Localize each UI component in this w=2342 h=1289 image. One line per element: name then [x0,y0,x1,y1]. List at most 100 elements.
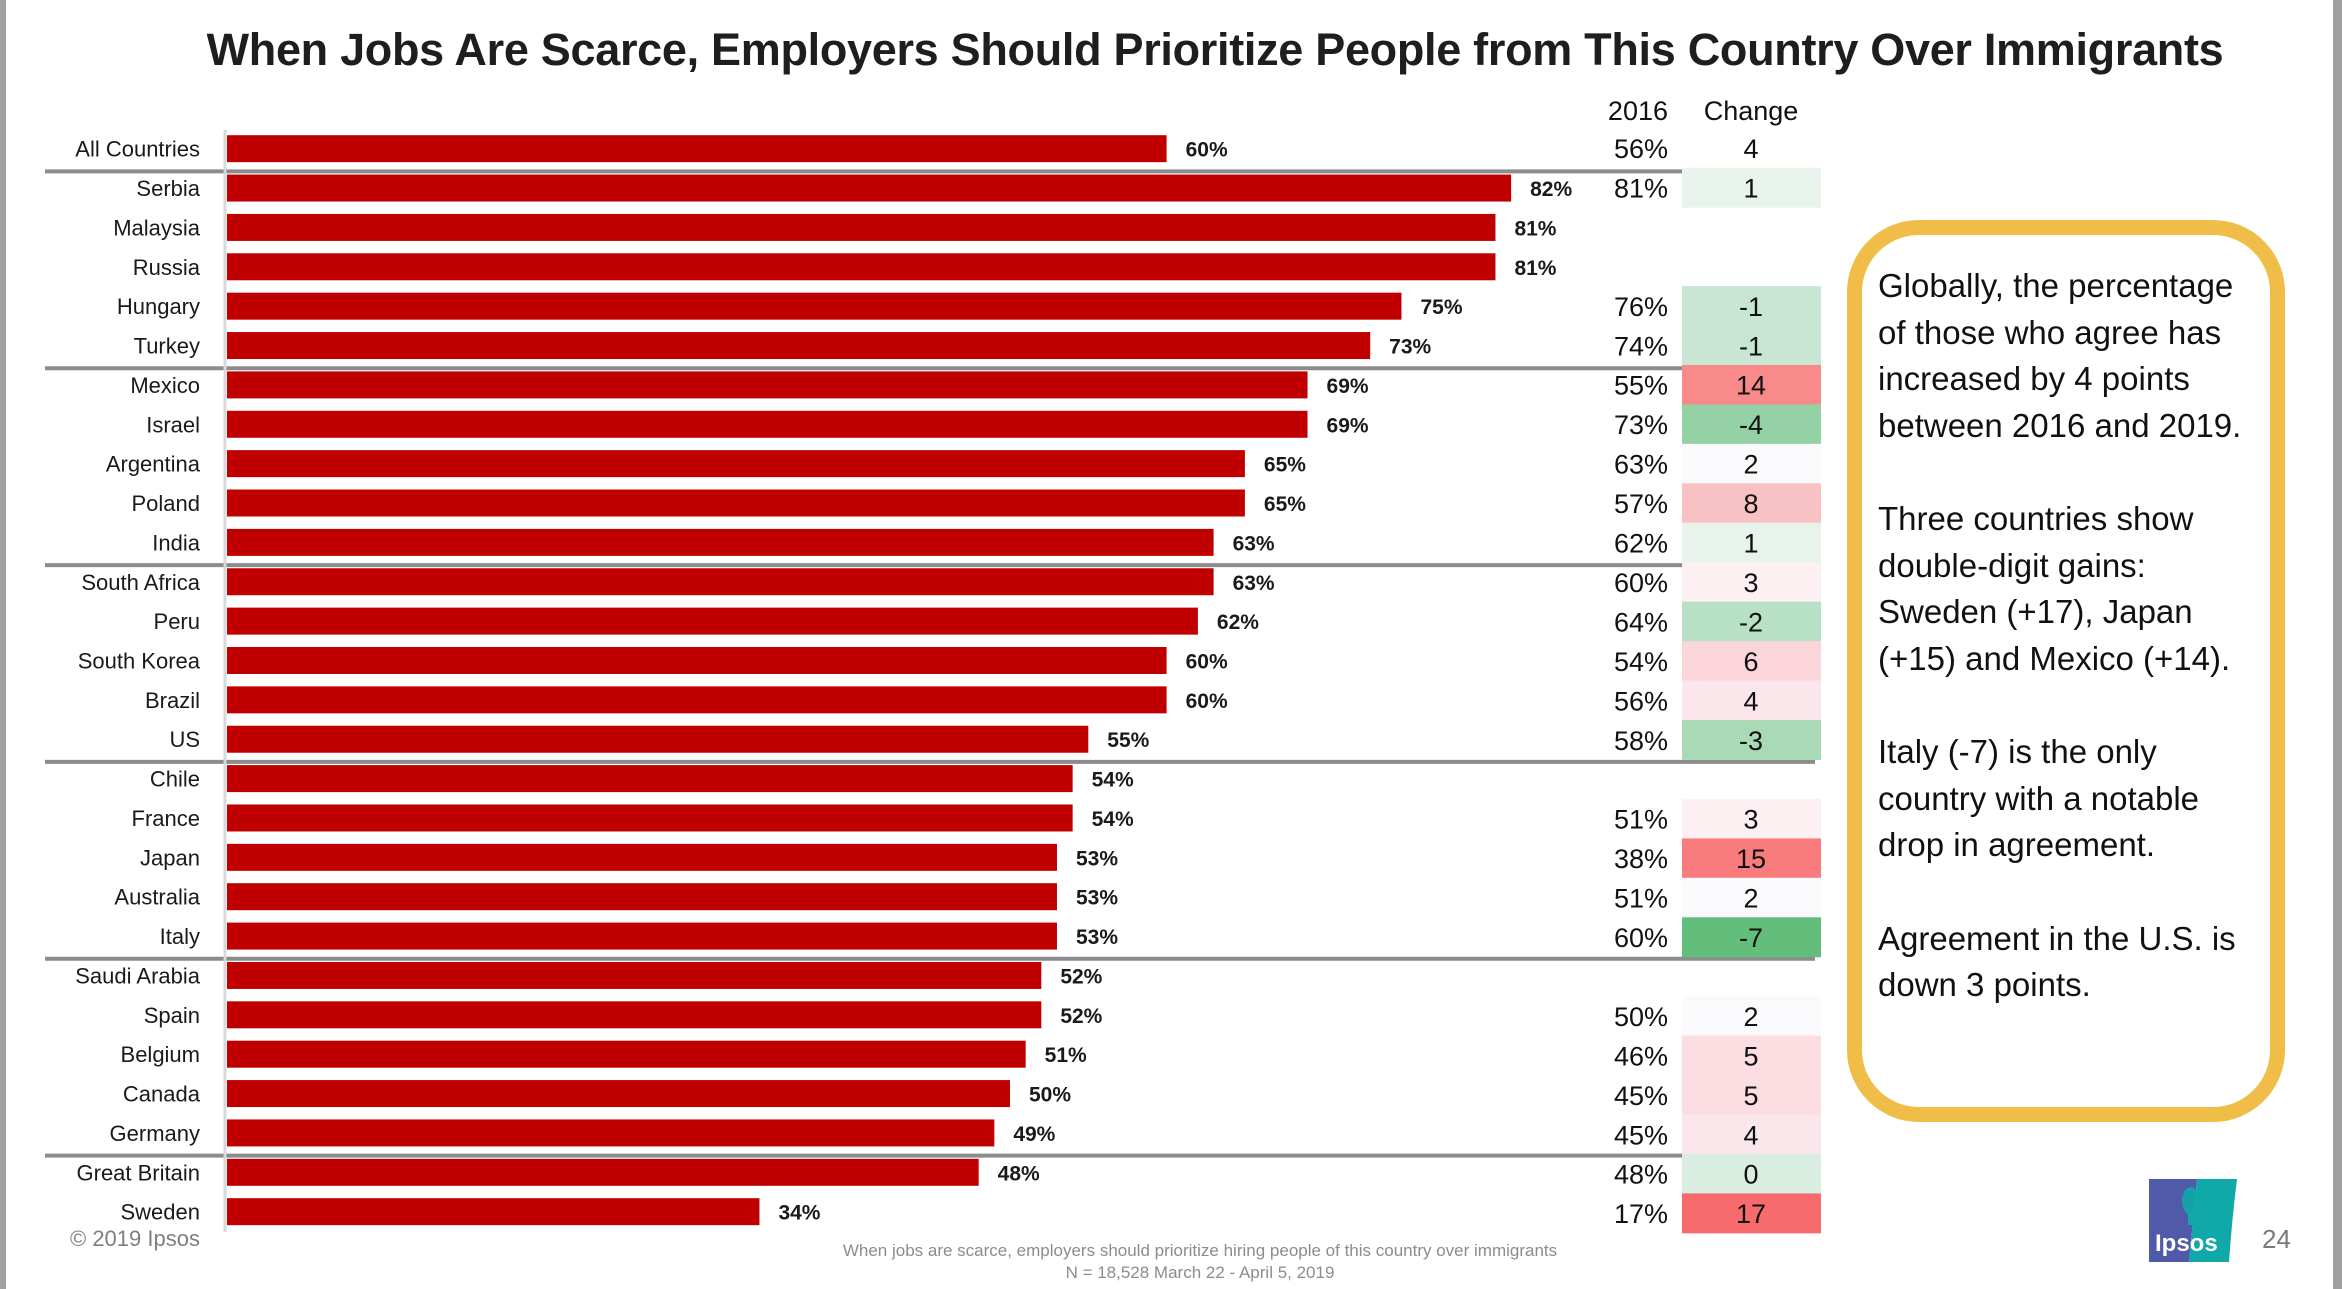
change-cell [1682,522,1821,563]
value-label: 49% [1013,1123,1055,1146]
table-value-2016: 57% [1614,489,1668,519]
insight-callout: Globally, the percentage of those who ag… [1847,220,2285,1122]
table-value-change: 0 [1743,1160,1758,1190]
table-value-change: 2 [1743,884,1758,914]
change-cell [1682,404,1821,445]
table-value-change: 3 [1743,568,1758,598]
table-value-2016: 63% [1614,450,1668,480]
table-value-change: 4 [1743,686,1758,716]
table-value-change: -3 [1739,726,1763,756]
callout-paragraph: Globally, the percentage of those who ag… [1878,267,2242,444]
value-label: 55% [1107,729,1149,752]
value-label: 60% [1186,650,1228,673]
change-cell [1682,167,1821,208]
category-label: Spain [144,1003,200,1028]
change-cell [1682,1193,1821,1234]
table-value-change: 5 [1743,1041,1758,1071]
bar [227,922,1057,950]
bar [227,1040,1026,1068]
value-label: 65% [1264,454,1306,477]
table-value-change: 17 [1736,1199,1766,1229]
category-label: Hungary [117,294,200,319]
change-cell [1682,286,1821,327]
bar [227,725,1089,753]
value-label: 81% [1514,217,1556,240]
table-value-change: 5 [1743,1081,1758,1111]
category-label: Poland [131,491,200,516]
bar [227,804,1073,832]
bar [227,253,1496,281]
table-value-change: 6 [1743,647,1758,677]
category-label: Sweden [120,1200,200,1225]
change-cell [1682,443,1821,484]
value-label: 75% [1421,296,1463,319]
value-label: 73% [1389,336,1431,359]
change-cell [1682,917,1821,958]
table-value-2016: 50% [1614,1002,1668,1032]
table-value-change: 15 [1736,844,1766,874]
change-cell [1682,641,1821,682]
table-value-2016: 45% [1614,1081,1668,1111]
value-label: 82% [1530,178,1572,201]
change-cell [1682,798,1821,839]
change-cell [1682,1114,1821,1155]
category-label: Mexico [130,373,200,398]
category-label: Great Britain [77,1160,201,1185]
category-label: Chile [150,767,200,792]
table-value-change: -4 [1739,410,1763,440]
value-label: 69% [1327,414,1369,437]
category-label: Belgium [121,1042,200,1067]
value-labels: 60% 82% 81% 81% 75% 73% 69% 69% 65% 65% 63% 63% 62% 6… [778,139,1572,1225]
table-value-2016: 45% [1614,1120,1668,1150]
bar [227,528,1214,556]
table-value-change: -2 [1739,607,1763,637]
value-label: 53% [1076,847,1118,870]
change-cell [1682,601,1821,642]
category-label: All Countries [75,137,200,162]
change-cell [1682,1075,1821,1116]
footnote: When jobs are scarce, employers should p… [700,1240,1700,1284]
change-cell [1682,1035,1821,1076]
change-cells [1682,167,1821,1234]
value-label: 65% [1264,493,1306,516]
table-value-2016: 48% [1614,1160,1668,1190]
value-label: 48% [998,1162,1040,1185]
change-cell [1682,325,1821,366]
callout-paragraph: Three countries show double-digit gains:… [1878,500,2231,677]
table-value-change: -7 [1739,923,1763,953]
ipsos-logo: Ipsos [2149,1179,2237,1262]
bar [227,410,1308,438]
bars [227,135,1512,1226]
bar [227,1001,1042,1029]
value-label: 52% [1060,965,1102,988]
table-value-2016: 55% [1614,371,1668,401]
footnote-sample: N = 18,528 March 22 - April 5, 2019 [1065,1263,1335,1282]
bar [227,568,1214,596]
value-label: 54% [1092,769,1134,792]
table-value-change: 2 [1743,1002,1758,1032]
table-value-2016: 56% [1614,686,1668,716]
bar [227,135,1167,163]
footnote-question: When jobs are scarce, employers should p… [842,1241,1558,1260]
category-label: Italy [160,924,200,949]
bar [227,883,1057,911]
bar [227,332,1371,360]
bar [227,1119,995,1147]
change-cell [1682,877,1821,918]
table-value-2016: 60% [1614,923,1668,953]
category-label: Israel [146,412,200,437]
table-value-change: 8 [1743,489,1758,519]
bar [227,489,1245,517]
category-label: Japan [140,845,200,870]
table-value-2016: 81% [1614,173,1668,203]
table-value-change: 2 [1743,450,1758,480]
bar [227,1158,979,1186]
callout-paragraph: Italy (-7) is the only country with a no… [1878,733,2200,863]
value-label: 53% [1076,926,1118,949]
table-value-2016: 51% [1614,805,1668,835]
table-value-2016: 62% [1614,529,1668,559]
change-cell [1682,838,1821,879]
value-label: 50% [1029,1084,1071,1107]
category-label: US [169,727,200,752]
bar [227,843,1057,871]
